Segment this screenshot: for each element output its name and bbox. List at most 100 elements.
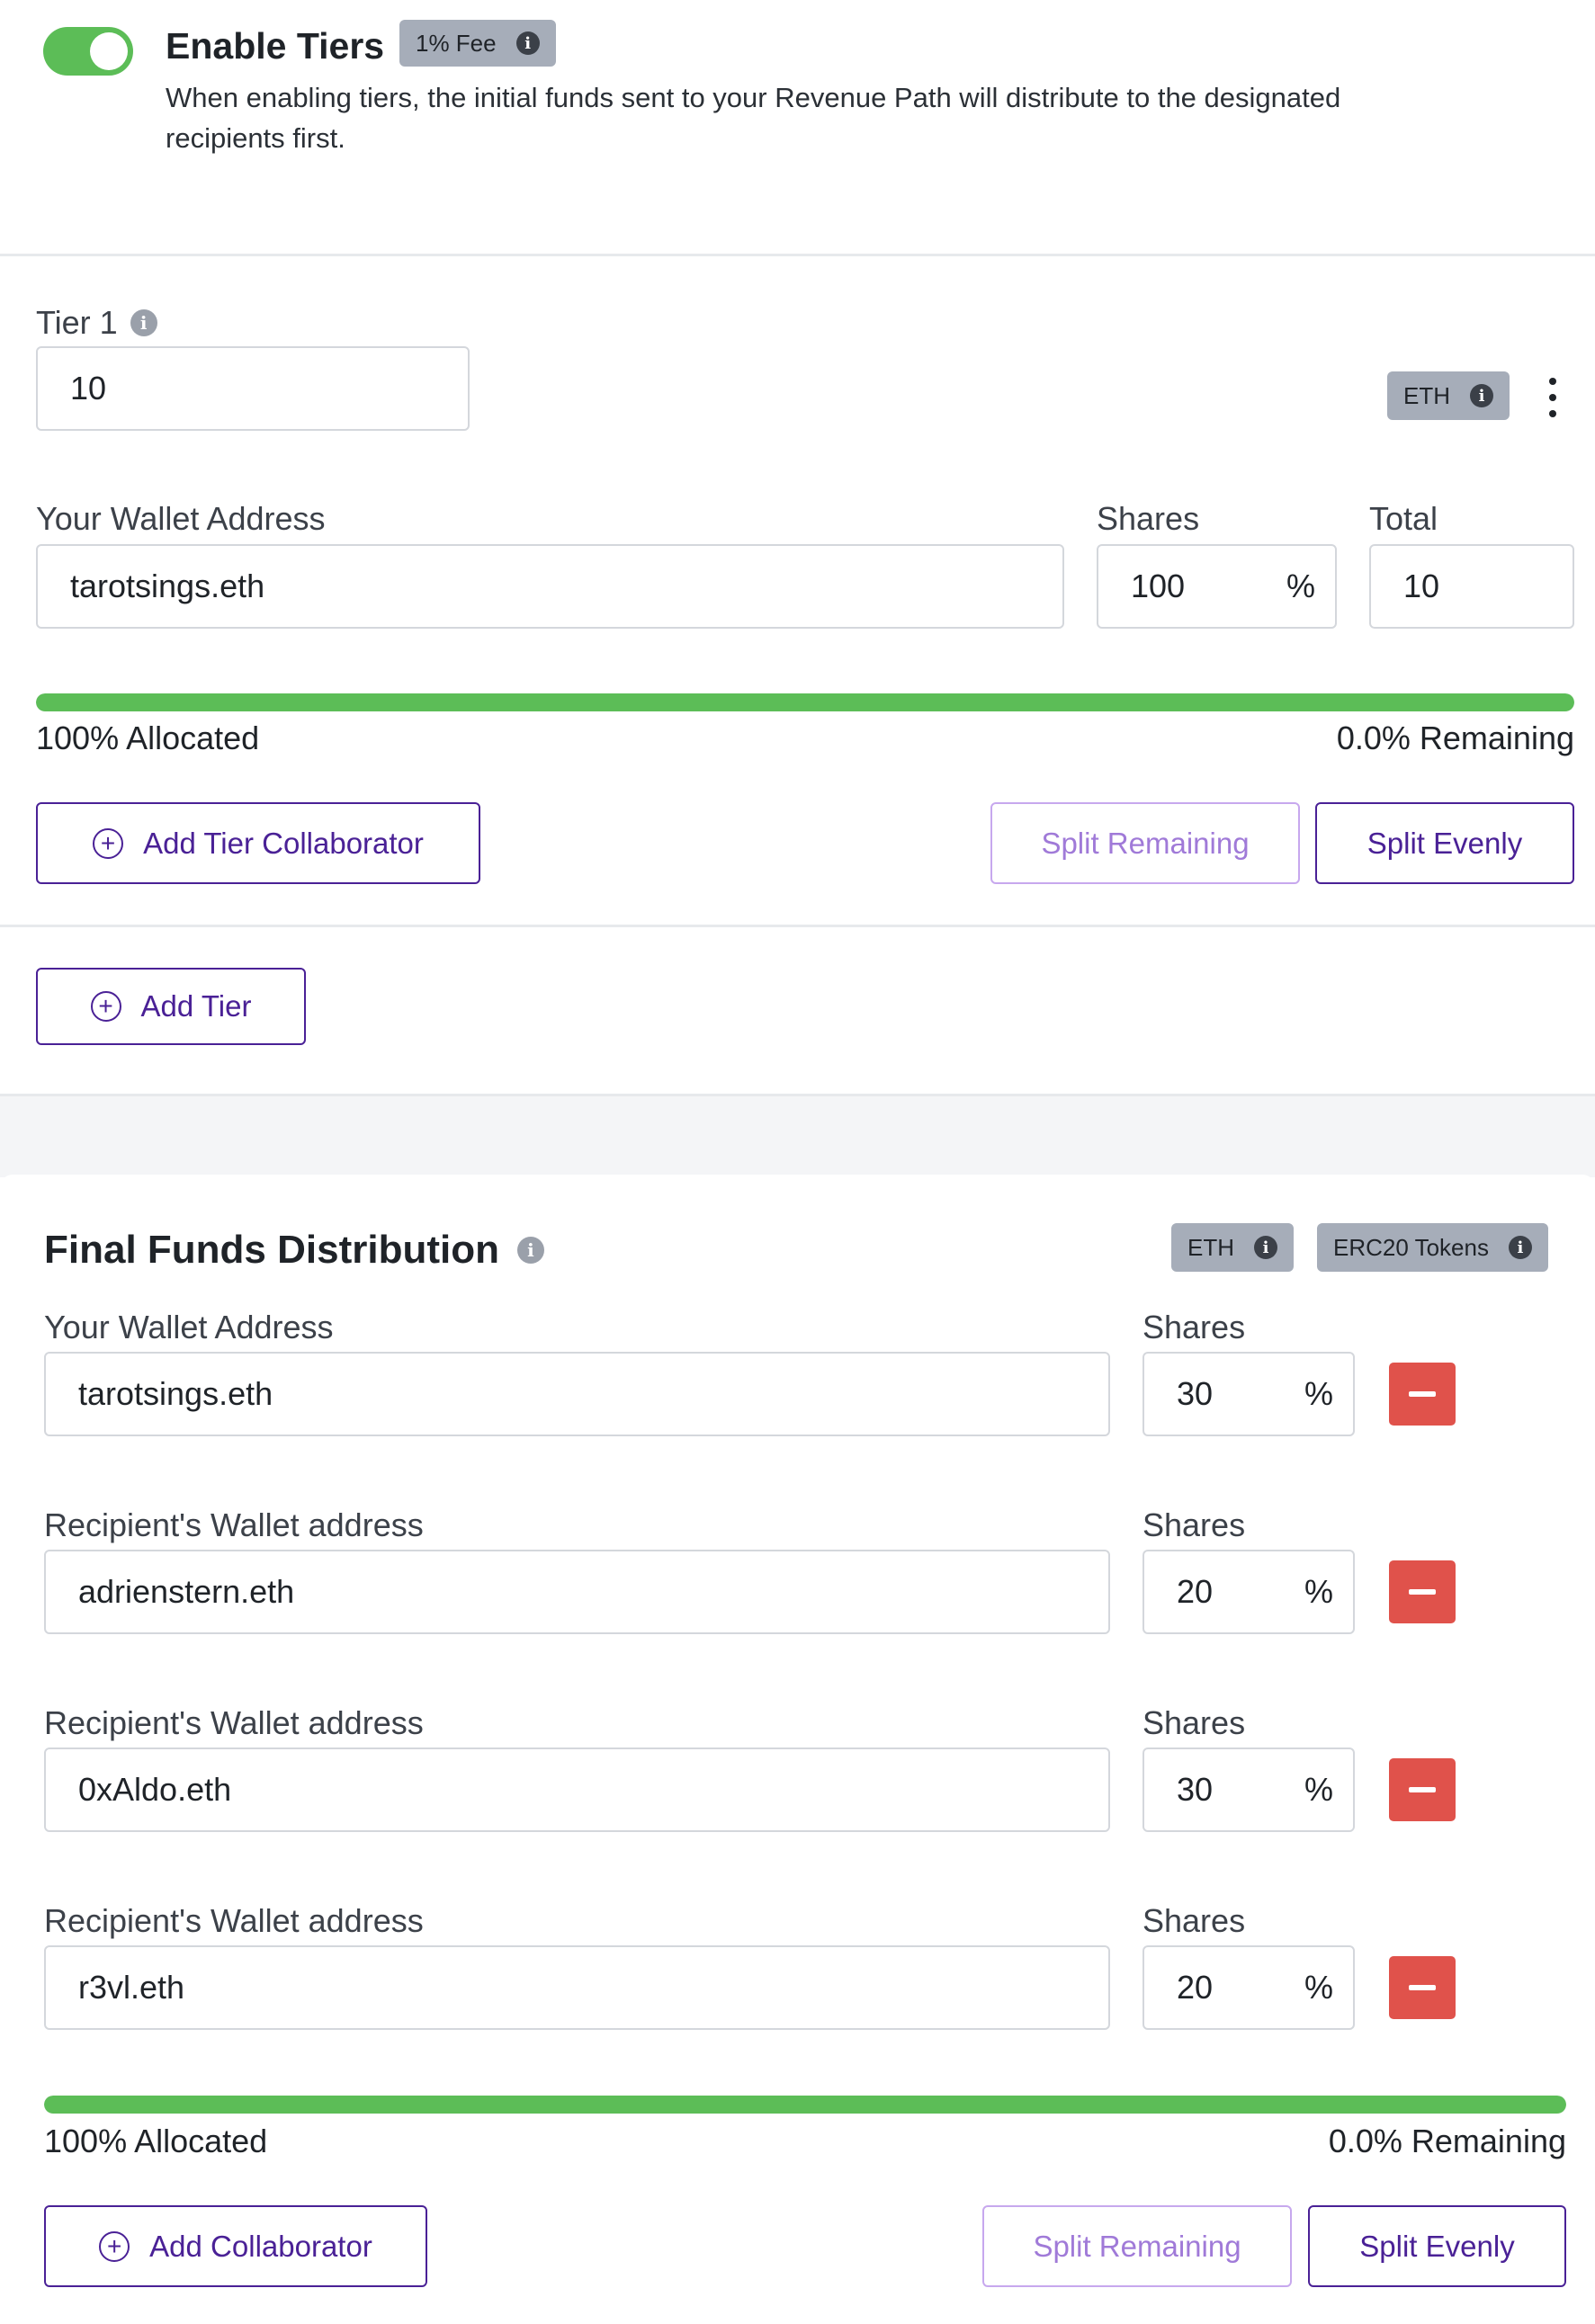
section-divider — [0, 254, 1595, 256]
add-tier-label: Add Tier — [140, 989, 252, 1023]
shares-label: Shares — [1142, 1704, 1246, 1741]
shares-input[interactable]: 100 % — [1097, 544, 1337, 629]
recipient-shares-input[interactable]: 30 % — [1142, 1352, 1355, 1436]
recipient-label: Recipient's Wallet address — [44, 1902, 424, 1939]
recipient-wallet-input[interactable]: r3vl.eth — [44, 1945, 1110, 2030]
shares-label: Shares — [1097, 500, 1200, 537]
recipient-shares-value: 30 — [1177, 1375, 1214, 1412]
percent-sign: % — [1304, 1375, 1333, 1412]
final-split-evenly-label: Split Evenly — [1359, 2229, 1515, 2263]
add-tier-collaborator-button[interactable]: + Add Tier Collaborator — [36, 802, 480, 884]
recipient-wallet-input[interactable]: 0xAldo.eth — [44, 1747, 1110, 1832]
shares-label: Shares — [1142, 1902, 1246, 1939]
minus-icon — [1409, 1787, 1436, 1792]
total-label: Total — [1369, 500, 1438, 537]
shares-value: 100 — [1131, 568, 1186, 604]
info-icon[interactable]: i — [515, 31, 540, 55]
minus-icon — [1409, 1589, 1436, 1595]
enable-tiers-description: When enabling tiers, the initial funds s… — [166, 77, 1340, 158]
percent-sign: % — [1286, 568, 1315, 604]
recipient-label: Recipient's Wallet address — [44, 1506, 424, 1543]
wallet-address-input[interactable]: tarotsings.eth — [36, 544, 1064, 629]
recipient-shares-value: 20 — [1177, 1969, 1214, 2006]
tier-currency-label: ETH — [1403, 381, 1450, 409]
section-separator-band — [0, 1094, 1595, 1177]
final-distribution-title: Final Funds Distribution i — [44, 1228, 544, 1273]
toggle-knob — [90, 32, 128, 70]
remove-recipient-button[interactable] — [1389, 1363, 1456, 1426]
section-divider — [0, 925, 1595, 927]
info-icon[interactable]: i — [516, 1237, 544, 1264]
info-icon[interactable]: i — [1508, 1236, 1532, 1259]
final-split-remaining-button[interactable]: Split Remaining — [982, 2205, 1292, 2287]
recipient-wallet-input[interactable]: adrienstern.eth — [44, 1550, 1110, 1634]
enable-tiers-toggle[interactable] — [43, 27, 133, 76]
percent-sign: % — [1304, 1771, 1333, 1808]
description-line-1: When enabling tiers, the initial funds s… — [166, 82, 1341, 113]
final-distribution-title-text: Final Funds Distribution — [44, 1228, 499, 1272]
final-eth-badge: ETH i — [1171, 1223, 1294, 1272]
tier-split-remaining-button[interactable]: Split Remaining — [990, 802, 1300, 884]
enable-tiers-title: Enable Tiers — [166, 25, 385, 67]
plus-circle-icon: + — [90, 991, 121, 1022]
final-allocation-progress — [44, 2096, 1566, 2114]
tier-allocation-fill — [36, 693, 1574, 711]
recipient-shares-value: 20 — [1177, 1573, 1214, 1610]
remove-recipient-button[interactable] — [1389, 1560, 1456, 1623]
wallet-address-label: Your Wallet Address — [36, 500, 326, 537]
tier-split-remaining-label: Split Remaining — [1041, 826, 1250, 860]
tier-label: Tier 1 i — [36, 304, 157, 342]
info-icon[interactable]: i — [1470, 384, 1493, 407]
percent-sign: % — [1304, 1573, 1333, 1610]
add-tier-button[interactable]: + Add Tier — [36, 968, 306, 1045]
final-erc20-label: ERC20 Tokens — [1333, 1233, 1489, 1261]
recipient-label: Recipient's Wallet address — [44, 1704, 424, 1741]
tier-currency-badge: ETH i — [1387, 371, 1510, 420]
recipient-shares-input[interactable]: 20 % — [1142, 1550, 1355, 1634]
info-icon[interactable]: i — [130, 309, 157, 336]
percent-sign: % — [1304, 1969, 1333, 2006]
more-options-icon[interactable] — [1544, 378, 1562, 417]
recipient-shares-input[interactable]: 20 % — [1142, 1945, 1355, 2030]
minus-icon — [1409, 1985, 1436, 1990]
add-tier-collaborator-label: Add Tier Collaborator — [143, 826, 424, 860]
tier-limit-value: 10 — [70, 370, 107, 407]
tier-remaining-text: 0.0% Remaining — [1336, 720, 1574, 756]
tier-split-evenly-label: Split Evenly — [1367, 826, 1523, 860]
final-split-remaining-label: Split Remaining — [1033, 2229, 1241, 2263]
wallet-address-value: tarotsings.eth — [70, 568, 265, 604]
total-input: 10 — [1369, 544, 1574, 629]
final-allocation-fill — [44, 2096, 1566, 2114]
remove-recipient-button[interactable] — [1389, 1956, 1456, 2019]
remove-recipient-button[interactable] — [1389, 1758, 1456, 1821]
recipient-wallet-value: r3vl.eth — [78, 1969, 185, 2006]
recipient-label: Your Wallet Address — [44, 1309, 334, 1345]
shares-label: Shares — [1142, 1309, 1246, 1345]
final-allocated-text: 100% Allocated — [44, 2123, 268, 2159]
final-split-evenly-button[interactable]: Split Evenly — [1308, 2205, 1566, 2287]
plus-circle-icon: + — [93, 827, 124, 859]
final-eth-label: ETH — [1187, 1233, 1234, 1261]
tier-allocation-progress — [36, 693, 1574, 711]
recipient-wallet-input[interactable]: tarotsings.eth — [44, 1352, 1110, 1436]
recipient-shares-input[interactable]: 30 % — [1142, 1747, 1355, 1832]
info-icon[interactable]: i — [1254, 1236, 1277, 1259]
tier-limit-input[interactable]: 10 — [36, 346, 470, 431]
final-erc20-badge: ERC20 Tokens i — [1317, 1223, 1548, 1272]
recipient-shares-value: 30 — [1177, 1771, 1214, 1808]
minus-icon — [1409, 1391, 1436, 1397]
tier-split-evenly-button[interactable]: Split Evenly — [1315, 802, 1574, 884]
fee-badge-label: 1% Fee — [416, 29, 497, 57]
final-remaining-text: 0.0% Remaining — [1328, 2123, 1566, 2159]
tier-label-text: Tier 1 — [36, 304, 118, 341]
fee-badge: 1% Fee i — [399, 20, 556, 67]
recipient-wallet-value: adrienstern.eth — [78, 1573, 295, 1610]
plus-circle-icon: + — [99, 2230, 130, 2262]
add-collaborator-label: Add Collaborator — [149, 2229, 372, 2263]
tier-allocated-text: 100% Allocated — [36, 720, 260, 756]
description-line-2: recipients first. — [166, 122, 345, 154]
recipient-wallet-value: 0xAldo.eth — [78, 1771, 232, 1808]
recipient-wallet-value: tarotsings.eth — [78, 1375, 273, 1412]
shares-label: Shares — [1142, 1506, 1246, 1543]
add-collaborator-button[interactable]: + Add Collaborator — [44, 2205, 427, 2287]
